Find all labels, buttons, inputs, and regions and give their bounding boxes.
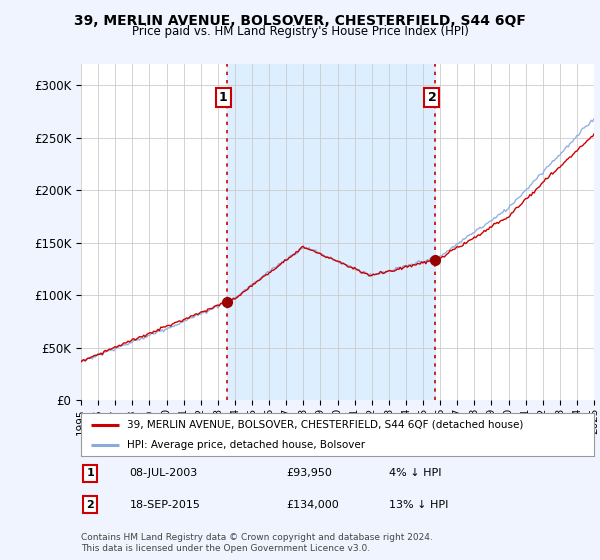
Text: 1: 1 (86, 468, 94, 478)
Text: HPI: Average price, detached house, Bolsover: HPI: Average price, detached house, Bols… (127, 440, 365, 450)
Bar (227, 64, 436, 400)
Text: 39, MERLIN AVENUE, BOLSOVER, CHESTERFIELD, S44 6QF (detached house): 39, MERLIN AVENUE, BOLSOVER, CHESTERFIEL… (127, 419, 524, 430)
Text: £93,950: £93,950 (286, 468, 332, 478)
Text: 1: 1 (219, 91, 227, 104)
Text: 39, MERLIN AVENUE, BOLSOVER, CHESTERFIELD, S44 6QF: 39, MERLIN AVENUE, BOLSOVER, CHESTERFIEL… (74, 14, 526, 28)
Text: 18-SEP-2015: 18-SEP-2015 (130, 500, 200, 510)
Text: Price paid vs. HM Land Registry's House Price Index (HPI): Price paid vs. HM Land Registry's House … (131, 25, 469, 38)
Text: 2: 2 (428, 91, 436, 104)
Text: 13% ↓ HPI: 13% ↓ HPI (389, 500, 448, 510)
Text: 4% ↓ HPI: 4% ↓ HPI (389, 468, 442, 478)
Text: Contains HM Land Registry data © Crown copyright and database right 2024.
This d: Contains HM Land Registry data © Crown c… (81, 533, 433, 553)
Text: 08-JUL-2003: 08-JUL-2003 (130, 468, 198, 478)
Text: 2: 2 (86, 500, 94, 510)
Text: £134,000: £134,000 (286, 500, 339, 510)
